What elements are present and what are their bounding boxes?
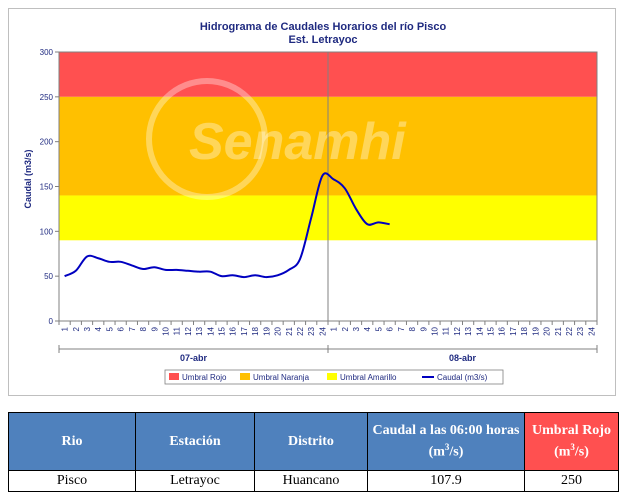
y-tick-label-3: 150 (40, 183, 54, 192)
day-labels: 07-abr 08-abr (180, 353, 477, 363)
x-tick-label-43: 20 (543, 326, 552, 335)
header-umbral-rojo: Umbral Rojo (m3/s) (524, 412, 619, 471)
header-umbral-label: Umbral Rojo (532, 423, 611, 439)
legend-label-2: Umbral Amarillo (340, 373, 397, 382)
x-tick-label-14: 15 (218, 326, 227, 335)
x-tick-label-3: 4 (94, 326, 103, 331)
x-tick-label-42: 19 (531, 326, 540, 335)
header-caudal-label: Caudal a las 06:00 horas (372, 423, 520, 439)
legend-swatch-1 (240, 373, 250, 380)
watermark-text: Senamhi (189, 113, 407, 171)
x-tick-label-41: 18 (520, 326, 529, 335)
x-tick-label-34: 11 (442, 326, 451, 335)
legend-swatch-2 (327, 373, 337, 380)
chart-subtitle: Est. Letrayoc (288, 34, 357, 46)
y-tick-label-4: 200 (40, 138, 54, 147)
x-tick-label-23: 24 (318, 326, 327, 335)
day-label-1: 08-abr (449, 353, 477, 363)
x-tick-label-37: 14 (475, 326, 484, 335)
header-estacion: Estación (135, 412, 255, 471)
info-table: Rio Estación Distrito Caudal a las 06:00… (8, 412, 619, 492)
x-tick-label-26: 3 (352, 326, 361, 331)
x-tick-label-20: 21 (285, 326, 294, 335)
y-tick-label-2: 100 (40, 227, 54, 236)
table-row: Pisco Letrayoc Huancano 107.9 250 (8, 470, 619, 492)
x-tick-label-2: 3 (83, 326, 92, 331)
x-tick-label-28: 5 (374, 326, 383, 331)
header-caudal: Caudal a las 06:00 horas (m3/s) (367, 412, 525, 471)
x-tick-label-6: 7 (128, 326, 137, 331)
y-tick-label-0: 0 (49, 317, 54, 326)
x-axis-ticks: 1 2 3 4 5 6 7 8 9 10 11 12 13 14 15 16 17 18 19 20 21 22 23 24 1… (58, 321, 598, 353)
x-tick-label-5: 6 (117, 326, 126, 331)
x-tick-label-10: 11 (173, 326, 182, 335)
x-tick-label-36: 13 (464, 326, 473, 335)
chart-legend: Umbral Rojo Umbral Naranja Umbral Amarillo… (164, 369, 504, 385)
x-tick-label-8: 9 (150, 326, 159, 331)
series-line-0 (64, 172, 390, 279)
x-tick-label-35: 12 (453, 326, 462, 335)
x-tick-label-25: 2 (341, 326, 350, 331)
unit-base: (m (428, 444, 445, 460)
x-tick-label-1: 2 (72, 326, 81, 331)
x-tick-label-31: 8 (408, 326, 417, 331)
unit-tail: /s) (449, 444, 464, 460)
series-lines (64, 172, 390, 279)
x-tick-label-46: 23 (576, 326, 585, 335)
x-tick-label-39: 16 (498, 326, 507, 335)
x-tick-label-33: 10 (430, 326, 439, 335)
table-header-row: Rio Estación Distrito Caudal a las 06:00… (8, 412, 619, 471)
x-tick-label-17: 18 (251, 326, 260, 335)
hydrograph-chart: Hidrograma de Caudales Horarios del río … (23, 21, 598, 385)
x-tick-label-47: 24 (587, 326, 596, 335)
x-tick-label-22: 23 (307, 326, 316, 335)
x-tick-label-32: 9 (419, 326, 428, 331)
unit-exp: 3 (570, 442, 575, 453)
x-tick-label-45: 22 (565, 326, 574, 335)
y-tick-label-5: 250 (40, 93, 54, 102)
header-distrito: Distrito (254, 412, 368, 471)
legend-label-1: Umbral Naranja (253, 373, 310, 382)
x-tick-label-29: 6 (386, 326, 395, 331)
chart-frame: Hidrograma de Caudales Horarios del río … (8, 8, 616, 396)
y-axis-ticks: 0 50 100 150 200 250 300 (40, 48, 59, 326)
x-tick-label-38: 15 (487, 326, 496, 335)
legend-swatch-0 (169, 373, 179, 380)
cell-rio: Pisco (8, 470, 136, 492)
y-tick-label-6: 300 (40, 48, 54, 57)
x-tick-label-30: 7 (397, 326, 406, 331)
y-tick-label-1: 50 (44, 272, 53, 281)
legend-label-3: Caudal (m3/s) (437, 373, 488, 382)
senamhi-watermark: Senamhi (146, 78, 407, 200)
x-tick-label-27: 4 (363, 326, 372, 331)
x-tick-label-24: 1 (330, 326, 339, 331)
x-tick-label-19: 20 (274, 326, 283, 335)
x-tick-label-16: 17 (240, 326, 249, 335)
header-rio: Rio (8, 412, 136, 471)
y-axis-title: Caudal (m3/s) (23, 149, 33, 208)
x-tick-label-7: 8 (139, 326, 148, 331)
unit-base: (m (554, 444, 571, 460)
day-label-0: 07-abr (180, 353, 208, 363)
x-tick-label-4: 5 (105, 326, 114, 331)
x-tick-label-18: 19 (262, 326, 271, 335)
x-tick-label-21: 22 (296, 326, 305, 335)
x-tick-label-15: 16 (229, 326, 238, 335)
x-tick-label-44: 21 (554, 326, 563, 335)
cell-estacion: Letrayoc (135, 470, 255, 492)
x-tick-label-0: 1 (61, 326, 70, 331)
x-tick-label-11: 12 (184, 326, 193, 335)
unit-tail: /s) (574, 444, 589, 460)
legend-label-0: Umbral Rojo (182, 373, 227, 382)
x-tick-label-12: 13 (195, 326, 204, 335)
unit-exp: 3 (444, 442, 450, 453)
x-tick-label-9: 10 (161, 326, 170, 335)
chart-title: Hidrograma de Caudales Horarios del río … (200, 21, 447, 33)
cell-caudal: 107.9 (367, 470, 525, 492)
x-tick-label-13: 14 (206, 326, 215, 335)
cell-umbral-rojo: 250 (524, 470, 619, 492)
cell-distrito: Huancano (254, 470, 368, 492)
x-tick-label-40: 17 (509, 326, 518, 335)
